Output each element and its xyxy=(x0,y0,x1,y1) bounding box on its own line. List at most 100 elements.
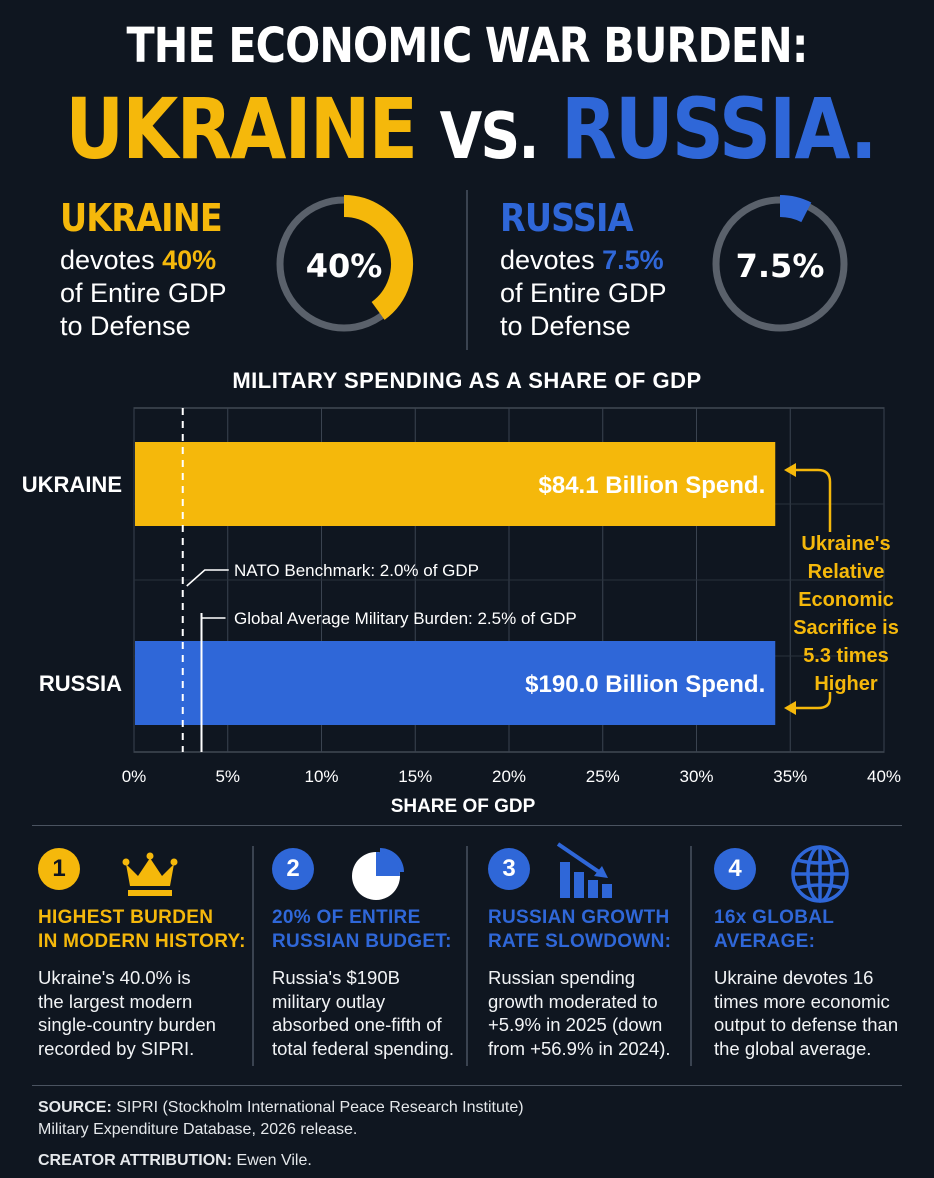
global-leader xyxy=(200,613,226,619)
sacrifice-annotation: Ukraine's Relative Economic Sacrifice is… xyxy=(790,530,902,698)
card-body-line: growth moderated to xyxy=(488,990,658,1012)
headline-russia: RUSSIA. xyxy=(561,80,877,178)
russia-ring-arc xyxy=(779,195,812,223)
card-body: Ukraine devotes 16 times more economic out… xyxy=(714,966,898,1060)
card-title-line: 16x GLOBAL xyxy=(714,907,835,928)
ukraine-ring-arc xyxy=(343,195,413,320)
card-body-line: military outlay xyxy=(272,990,386,1012)
x-tick-label: 10% xyxy=(304,767,338,786)
russia-line2: of Entire GDP xyxy=(500,278,667,308)
nato-benchmark-label: NATO Benchmark: 2.0% of GDP xyxy=(234,561,479,580)
footer-divider xyxy=(32,1085,902,1086)
x-tick-label: 20% xyxy=(492,767,526,786)
x-tick-label: 25% xyxy=(586,767,620,786)
card-title-line: IN MODERN HISTORY: xyxy=(38,931,246,952)
category-label: UKRAINE xyxy=(22,472,122,497)
card-body-line: the largest modern xyxy=(38,990,193,1012)
x-tick-label: 35% xyxy=(773,767,807,786)
card-body-line: output to defense than xyxy=(714,1014,899,1035)
annotation-line: Sacrifice is xyxy=(793,617,899,639)
card-body-line: +5.9% in 2025 (down xyxy=(488,1014,663,1035)
globe-icon xyxy=(788,842,852,911)
bar-chart: 0% 5% 10% 15% 20% 25% 30% 35% 40% SHARE OF GDP UKR… xyxy=(22,407,901,817)
info-card: 1 HIGHEST BURDEN IN MODERN HISTORY: Ukraine… xyxy=(38,844,248,1074)
card-title-line: RUSSIAN GROWTH xyxy=(488,907,670,928)
card-number-badge: 4 xyxy=(714,848,756,890)
declining-bar-chart-icon xyxy=(554,840,618,905)
russia-devotes: devotes xyxy=(500,245,595,275)
card-body-line: times more economic xyxy=(714,990,890,1012)
headline-ukraine: UKRAINE xyxy=(65,80,418,178)
card-body-line: Ukraine devotes 16 xyxy=(714,967,874,988)
card-body: Ukraine's 40.0% is the largest modern sing… xyxy=(38,966,216,1060)
annotation-line: Economic xyxy=(798,589,894,611)
card-title-line: RATE SLOWDOWN: xyxy=(488,931,672,952)
card-body: Russia's $190B military outlay absorbed on… xyxy=(272,966,454,1060)
x-tick-label: 15% xyxy=(398,767,432,786)
x-tick-label: 5% xyxy=(215,767,240,786)
card-body-line: Ukraine's 40.0% is xyxy=(38,967,191,988)
russia-stat-name: RUSSIA xyxy=(500,196,633,240)
card-body-line: single-country burden xyxy=(38,1014,216,1035)
ukraine-ring: 40% xyxy=(276,195,413,332)
card-divider xyxy=(690,846,692,1066)
ukraine-bar xyxy=(135,442,776,526)
chart-title: MILITARY SPENDING AS A SHARE OF GDP xyxy=(232,368,702,393)
annotation-line: 5.3 times xyxy=(803,645,889,667)
ukraine-line2: of Entire GDP xyxy=(60,278,227,308)
ukraine-devotes: devotes xyxy=(60,245,155,275)
card-title-line: AVERAGE: xyxy=(714,931,816,952)
card-title: HIGHEST BURDEN IN MODERN HISTORY: xyxy=(38,906,246,954)
source-text: SIPRI (Stockholm International Peace Res… xyxy=(116,1099,524,1116)
annotation-line: Ukraine's xyxy=(801,533,891,555)
x-tick-label: 30% xyxy=(679,767,713,786)
ukraine-stat: UKRAINE devotes 40% of Entire GDP to Def… xyxy=(60,196,244,343)
bar-value-label: $84.1 Billion Spend. xyxy=(539,472,766,499)
info-card: 2 20% OF ENTIRE RUSSIAN BUDGET: Russia's $1… xyxy=(272,844,482,1074)
card-number-badge: 1 xyxy=(38,848,80,890)
annotation-line: Relative xyxy=(807,561,885,583)
info-card: 3 RUSSIAN GROWTH RATE SLOWDOWN: Russian spe… xyxy=(488,842,698,1074)
ukraine-stat-name: UKRAINE xyxy=(60,196,223,240)
creator-text: Ewen Vile. xyxy=(236,1152,312,1169)
x-tick-label: 40% xyxy=(867,767,901,786)
russia-ring-label: 7.5% xyxy=(736,247,825,285)
nato-leader xyxy=(186,569,229,587)
card-title: RUSSIAN GROWTH RATE SLOWDOWN: xyxy=(488,906,671,954)
headline: THE ECONOMIC WAR BURDEN: xyxy=(126,18,808,74)
ukraine-ring-label: 40% xyxy=(306,247,383,285)
annotation-line: Higher xyxy=(814,673,878,695)
global-average-label: Global Average Military Burden: 2.5% of … xyxy=(234,609,577,628)
card-body: Russian spending growth moderated to +5.9%… xyxy=(488,966,671,1060)
card-title: 20% OF ENTIRE RUSSIAN BUDGET: xyxy=(272,906,452,954)
headline-versus: UKRAINE VS. RUSSIA. xyxy=(65,80,877,178)
card-body-line: recorded by SIPRI. xyxy=(38,1037,195,1059)
annotation-arrow-down xyxy=(790,692,832,710)
section-divider xyxy=(32,825,902,826)
card-number-badge: 2 xyxy=(272,848,314,890)
russia-stat: RUSSIA devotes 7.5% of Entire GDP to Def… xyxy=(500,196,667,343)
ukraine-line3: to Defense xyxy=(60,311,191,341)
pie-chart-icon xyxy=(348,844,408,909)
annotation-arrowhead xyxy=(784,463,796,477)
annotation-arrowhead xyxy=(784,701,796,715)
card-body-line: total federal spending. xyxy=(272,1037,455,1059)
category-label: RUSSIA xyxy=(39,671,122,696)
bar-value-label: $190.0 Billion Spend. xyxy=(525,671,765,698)
x-axis-title: SHARE OF GDP xyxy=(391,796,536,817)
crown-icon xyxy=(120,852,180,905)
creator-label: CREATOR ATTRIBUTION: xyxy=(38,1152,233,1169)
headline-vs: VS. xyxy=(439,100,540,174)
card-title-line: RUSSIAN BUDGET: xyxy=(272,931,452,952)
card-body-line: the global average. xyxy=(714,1037,872,1059)
card-title: 16x GLOBAL AVERAGE: xyxy=(714,906,834,954)
ukraine-value: 40% xyxy=(162,245,217,275)
source-label: SOURCE: xyxy=(38,1099,112,1116)
russia-line3: to Defense xyxy=(500,311,631,341)
source-line2: Military Expenditure Database, 2026 rele… xyxy=(38,1121,358,1138)
info-card: 4 16x GLOBAL AVERAGE: Ukraine devotes 16 tim… xyxy=(714,844,924,1074)
x-tick-label: 0% xyxy=(122,767,147,786)
card-title-line: HIGHEST BURDEN xyxy=(38,907,214,928)
card-body-line: Russia's $190B xyxy=(272,967,400,988)
card-body-line: absorbed one-fifth of xyxy=(272,1014,442,1035)
